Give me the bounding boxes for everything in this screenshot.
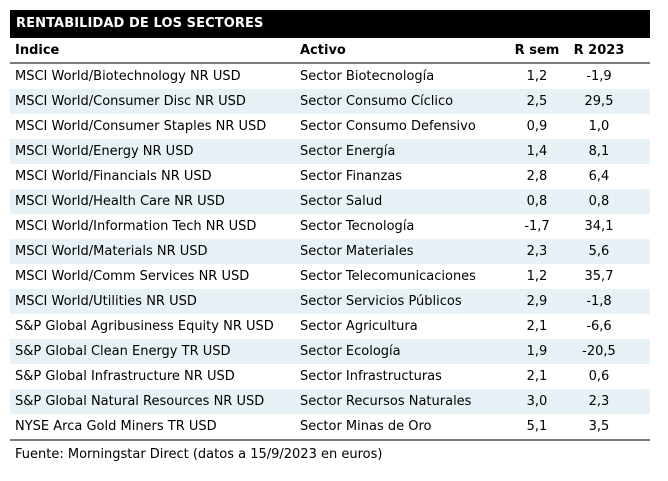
cell-indice: S&P Global Infrastructure NR USD: [15, 369, 235, 384]
table-row: S&P Global Natural Resources NR USD Secto…: [10, 389, 650, 414]
cell-rsem: 0,8: [526, 194, 548, 209]
cell-indice: MSCI World/Consumer Disc NR USD: [15, 94, 246, 109]
table-title-bar: RENTABILIDAD DE LOS SECTORES: [10, 10, 650, 38]
cell-r2023: 3,5: [588, 419, 610, 434]
cell-rsem: 1,4: [526, 144, 548, 159]
table-row: MSCI World/Biotechnology NR USD Sector Bi…: [10, 64, 650, 89]
cell-r2023: 35,7: [584, 269, 614, 284]
table-row: MSCI World/Financials NR USD Sector Finan…: [10, 164, 650, 189]
cell-activo: Sector Salud: [300, 194, 383, 209]
cell-rsem: 2,8: [526, 169, 548, 184]
cell-indice: MSCI World/Information Tech NR USD: [15, 219, 257, 234]
cell-activo: Sector Telecomunicaciones: [300, 269, 476, 284]
column-header-indice: Índice: [15, 42, 60, 58]
table-row: NYSE Arca Gold Miners TR USD Sector Minas…: [10, 414, 650, 439]
cell-rsem: 1,9: [526, 344, 548, 359]
cell-r2023: 0,6: [588, 369, 610, 384]
cell-indice: MSCI World/Materials NR USD: [15, 244, 208, 259]
cell-r2023: 34,1: [584, 219, 614, 234]
table-row: MSCI World/Consumer Disc NR USD Sector Co…: [10, 89, 650, 114]
cell-indice: MSCI World/Biotechnology NR USD: [15, 69, 241, 84]
column-header-r2023: R 2023: [573, 42, 625, 58]
cell-r2023: 5,6: [588, 244, 610, 259]
cell-activo: Sector Tecnología: [300, 219, 415, 234]
cell-indice: MSCI World/Health Care NR USD: [15, 194, 225, 209]
cell-activo: Sector Consumo Cíclico: [300, 94, 454, 109]
cell-activo: Sector Materiales: [300, 244, 414, 259]
table-title: RENTABILIDAD DE LOS SECTORES: [16, 16, 264, 31]
cell-activo: Sector Recursos Naturales: [300, 394, 472, 409]
cell-rsem: 5,1: [526, 419, 548, 434]
table-row: MSCI World/Consumer Staples NR USD Sector…: [10, 114, 650, 139]
table-row: S&P Global Infrastructure NR USD Sector I…: [10, 364, 650, 389]
table-row: MSCI World/Information Tech NR USD Sector…: [10, 214, 650, 239]
cell-indice: S&P Global Natural Resources NR USD: [15, 394, 265, 409]
cell-indice: S&P Global Agribusiness Equity NR USD: [15, 319, 274, 334]
cell-activo: Sector Servicios Públicos: [300, 294, 462, 309]
cell-rsem: 2,3: [526, 244, 548, 259]
cell-indice: MSCI World/Energy NR USD: [15, 144, 194, 159]
cell-activo: Sector Biotecnología: [300, 69, 435, 84]
column-header-activo: Activo: [300, 42, 346, 58]
column-header-rsem: R sem: [514, 42, 560, 58]
cell-indice: MSCI World/Utilities NR USD: [15, 294, 197, 309]
cell-indice: MSCI World/Comm Services NR USD: [15, 269, 250, 284]
cell-activo: Sector Finanzas: [300, 169, 403, 184]
cell-rsem: 3,0: [526, 394, 548, 409]
cell-indice: MSCI World/Consumer Staples NR USD: [15, 119, 267, 134]
cell-r2023: 0,8: [588, 194, 610, 209]
table-row: S&P Global Clean Energy TR USD Sector Eco…: [10, 339, 650, 364]
sector-returns-table: RENTABILIDAD DE LOS SECTORES Índice Acti…: [10, 10, 650, 469]
cell-rsem: 0,9: [526, 119, 548, 134]
cell-activo: Sector Energía: [300, 144, 396, 159]
table-row: MSCI World/Energy NR USD Sector Energía 1,…: [10, 139, 650, 164]
table-row: MSCI World/Health Care NR USD Sector Salu…: [10, 189, 650, 214]
cell-r2023: 8,1: [588, 144, 610, 159]
cell-indice: NYSE Arca Gold Miners TR USD: [15, 419, 217, 434]
cell-r2023: -1,9: [586, 69, 612, 84]
cell-activo: Sector Infrastructuras: [300, 369, 442, 384]
cell-r2023: 6,4: [588, 169, 610, 184]
table-body: MSCI World/Biotechnology NR USD Sector Bi…: [10, 64, 650, 439]
cell-activo: Sector Minas de Oro: [300, 419, 432, 434]
table-row: MSCI World/Materials NR USD Sector Materi…: [10, 239, 650, 264]
table-row: MSCI World/Comm Services NR USD Sector Te…: [10, 264, 650, 289]
cell-rsem: 2,5: [526, 94, 548, 109]
cell-r2023: -6,6: [586, 319, 612, 334]
cell-activo: Sector Ecología: [300, 344, 401, 359]
cell-r2023: -20,5: [582, 344, 616, 359]
cell-r2023: 2,3: [588, 394, 610, 409]
source-note: Fuente: Morningstar Direct (datos a 15/9…: [10, 439, 650, 469]
cell-rsem: 2,1: [526, 369, 548, 384]
cell-indice: S&P Global Clean Energy TR USD: [15, 344, 231, 359]
cell-r2023: 29,5: [584, 94, 614, 109]
table-row: S&P Global Agribusiness Equity NR USD Sec…: [10, 314, 650, 339]
cell-r2023: -1,8: [586, 294, 612, 309]
cell-rsem: 1,2: [526, 269, 548, 284]
cell-rsem: 2,9: [526, 294, 548, 309]
cell-rsem: 1,2: [526, 69, 548, 84]
cell-r2023: 1,0: [588, 119, 610, 134]
table-header-row: Índice Activo R sem R 2023: [10, 38, 650, 64]
cell-indice: MSCI World/Financials NR USD: [15, 169, 212, 184]
cell-rsem: -1,7: [524, 219, 550, 234]
cell-activo: Sector Agricultura: [300, 319, 418, 334]
table-row: MSCI World/Utilities NR USD Sector Servic…: [10, 289, 650, 314]
cell-rsem: 2,1: [526, 319, 548, 334]
cell-activo: Sector Consumo Defensivo: [300, 119, 476, 134]
